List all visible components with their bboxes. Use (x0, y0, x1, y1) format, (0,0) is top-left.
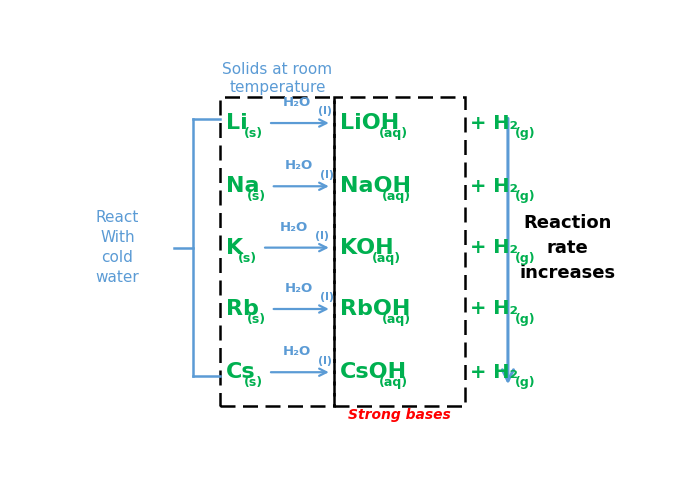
Text: H₂O: H₂O (283, 96, 312, 109)
Text: H₂O: H₂O (284, 282, 313, 295)
Text: Li: Li (226, 113, 248, 133)
Text: (s): (s) (246, 313, 265, 326)
Text: (aq): (aq) (372, 252, 401, 265)
Text: + H₂: + H₂ (470, 114, 518, 132)
Text: K: K (226, 238, 243, 257)
Text: (s): (s) (244, 376, 263, 389)
Text: (aq): (aq) (382, 190, 411, 203)
Text: Na: Na (226, 176, 259, 196)
Text: LiOH: LiOH (340, 113, 399, 133)
Text: H₂O: H₂O (280, 221, 308, 233)
Text: (aq): (aq) (379, 127, 408, 140)
Text: H₂O: H₂O (283, 345, 312, 358)
Text: NaOH: NaOH (340, 176, 411, 196)
Text: Reaction
rate
increases: Reaction rate increases (519, 213, 616, 282)
Text: Strong bases: Strong bases (348, 408, 451, 422)
Text: + H₂: + H₂ (470, 177, 518, 196)
Bar (335, 97, 465, 406)
Text: (s): (s) (238, 252, 257, 265)
Text: (s): (s) (246, 190, 265, 203)
Text: (l): (l) (320, 170, 334, 180)
Bar (220, 97, 335, 406)
Text: Cs: Cs (226, 362, 255, 382)
Text: (aq): (aq) (379, 376, 409, 389)
Text: (l): (l) (318, 355, 332, 366)
Text: RbOH: RbOH (340, 299, 410, 319)
Text: React
With
cold
water: React With cold water (95, 211, 139, 285)
Text: (aq): (aq) (382, 313, 411, 326)
Text: Rb: Rb (226, 299, 259, 319)
Text: (l): (l) (315, 231, 330, 241)
Text: Solids at room
temperature: Solids at room temperature (223, 61, 332, 95)
Text: (g): (g) (514, 190, 535, 203)
Text: (l): (l) (318, 106, 332, 116)
Text: (g): (g) (514, 127, 535, 140)
Text: + H₂: + H₂ (470, 299, 518, 318)
Text: (g): (g) (514, 376, 535, 389)
Text: (l): (l) (320, 292, 334, 302)
Text: + H₂: + H₂ (470, 363, 518, 382)
Text: CsOH: CsOH (340, 362, 407, 382)
Text: H₂O: H₂O (284, 159, 313, 172)
Text: + H₂: + H₂ (470, 238, 518, 257)
Text: KOH: KOH (340, 238, 393, 257)
Text: (g): (g) (514, 313, 535, 326)
Text: (g): (g) (514, 252, 535, 265)
Text: (s): (s) (244, 127, 263, 140)
